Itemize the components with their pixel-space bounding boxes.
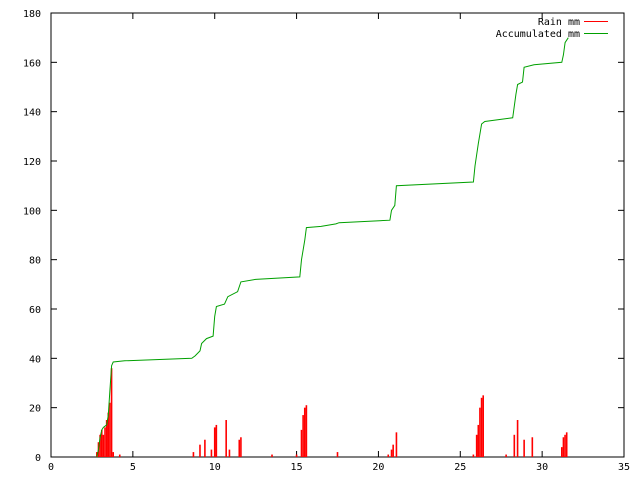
y-axis: 0 20 40 60 80 100 120 140 160 180 xyxy=(23,9,624,464)
y-tick-label: 40 xyxy=(29,354,41,365)
y-tick-label: 60 xyxy=(29,305,41,316)
x-tick-label: 15 xyxy=(291,462,303,473)
y-tick-label: 160 xyxy=(23,58,41,69)
y-tick-label: 100 xyxy=(23,206,41,217)
legend-label-accumulated: Accumulated mm xyxy=(496,29,580,40)
x-tick-label: 25 xyxy=(454,462,466,473)
accumulated-series-line xyxy=(96,37,569,458)
x-tick-label: 30 xyxy=(536,462,548,473)
legend: Rain mm Accumulated mm xyxy=(496,17,608,40)
rain-series xyxy=(96,368,568,457)
y-tick-label: 180 xyxy=(23,9,41,20)
y-tick-label: 20 xyxy=(29,404,41,415)
x-tick-label: 0 xyxy=(48,462,54,473)
x-tick-label: 5 xyxy=(130,462,136,473)
y-tick-label: 80 xyxy=(29,256,41,267)
legend-label-rain: Rain mm xyxy=(538,17,580,28)
x-tick-label: 20 xyxy=(372,462,384,473)
x-tick-label: 35 xyxy=(618,462,630,473)
plot-frame xyxy=(50,12,625,458)
x-tick-label: 10 xyxy=(209,462,221,473)
y-tick-label: 0 xyxy=(35,453,41,464)
x-axis: 0 5 10 15 20 25 30 35 xyxy=(48,13,630,473)
y-tick-label: 140 xyxy=(23,108,41,119)
y-tick-label: 120 xyxy=(23,157,41,168)
